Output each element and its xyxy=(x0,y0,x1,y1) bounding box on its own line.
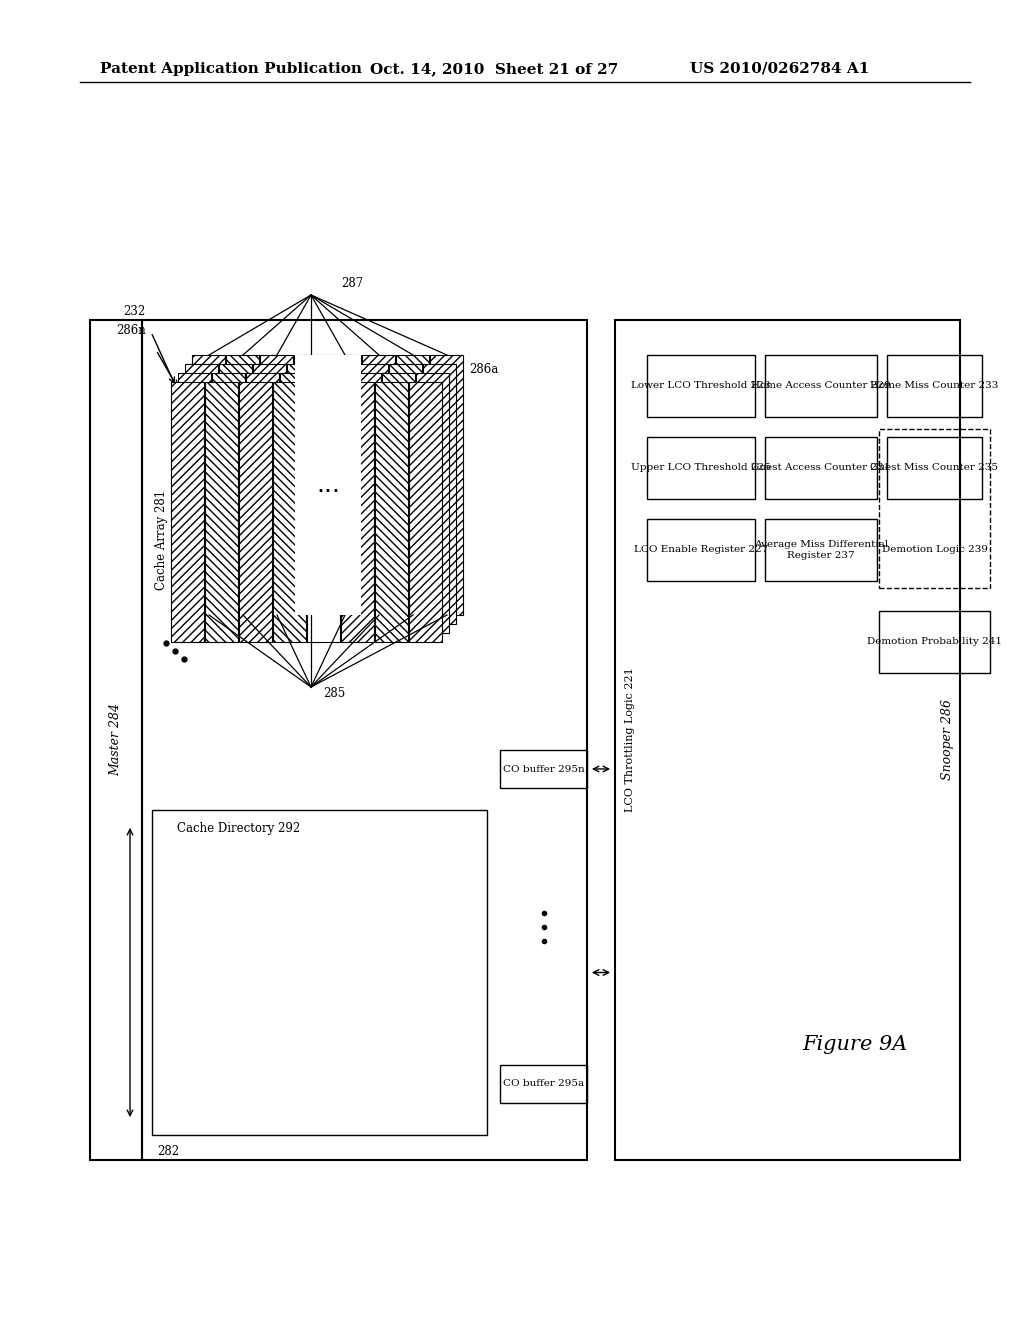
Text: Upper LCO Threshold 225: Upper LCO Threshold 225 xyxy=(631,463,771,473)
Bar xyxy=(879,611,990,673)
Text: Home Miss Counter 233: Home Miss Counter 233 xyxy=(870,381,998,391)
Text: 285: 285 xyxy=(323,686,345,700)
Bar xyxy=(328,355,361,615)
Text: Figure 9A: Figure 9A xyxy=(803,1035,907,1055)
Bar xyxy=(500,750,587,788)
Text: 232: 232 xyxy=(123,305,145,318)
Text: Demotion Logic 239: Demotion Logic 239 xyxy=(882,545,987,554)
Text: Lower LCO Threshold 223: Lower LCO Threshold 223 xyxy=(631,381,771,391)
Bar xyxy=(396,355,429,615)
Bar xyxy=(90,319,142,1160)
Bar xyxy=(226,355,259,615)
Text: LCO Enable Register 227: LCO Enable Register 227 xyxy=(634,545,768,554)
Bar xyxy=(152,810,487,1135)
Bar xyxy=(193,355,225,615)
Bar xyxy=(382,374,415,634)
Bar xyxy=(219,364,252,624)
Bar xyxy=(295,355,361,615)
Text: Oct. 14, 2010  Sheet 21 of 27: Oct. 14, 2010 Sheet 21 of 27 xyxy=(370,62,618,77)
Text: 282: 282 xyxy=(157,1144,179,1158)
Bar xyxy=(341,381,374,642)
Bar xyxy=(307,381,340,642)
Bar xyxy=(205,381,238,642)
Bar xyxy=(647,355,755,417)
Bar xyxy=(879,429,990,587)
Bar xyxy=(409,381,442,642)
Text: 286a: 286a xyxy=(469,363,499,376)
Text: CO buffer 295a: CO buffer 295a xyxy=(503,1080,584,1089)
Bar xyxy=(273,381,306,642)
Bar xyxy=(287,364,319,624)
Text: Patent Application Publication: Patent Application Publication xyxy=(100,62,362,77)
Bar xyxy=(171,381,204,642)
Bar xyxy=(246,374,279,634)
Bar xyxy=(430,355,463,615)
Bar xyxy=(615,319,961,1160)
Text: 286n: 286n xyxy=(116,323,145,337)
Text: Guest Miss Counter 235: Guest Miss Counter 235 xyxy=(870,463,998,473)
Text: ...: ... xyxy=(316,473,340,498)
Bar xyxy=(389,364,422,624)
Bar xyxy=(185,364,218,624)
Bar xyxy=(212,374,245,634)
Bar xyxy=(253,364,286,624)
Bar xyxy=(765,519,877,581)
Text: Cache Directory 292: Cache Directory 292 xyxy=(177,822,300,836)
Text: Demotion Probability 241: Demotion Probability 241 xyxy=(867,638,1002,647)
Text: LCO Throttling Logic 221: LCO Throttling Logic 221 xyxy=(625,668,635,812)
Text: CO buffer 295n: CO buffer 295n xyxy=(503,764,585,774)
Text: Average Miss Differential
Register 237: Average Miss Differential Register 237 xyxy=(754,540,888,560)
Bar xyxy=(239,381,272,642)
Bar xyxy=(423,364,456,624)
Text: Guest Access Counter 231: Guest Access Counter 231 xyxy=(752,463,891,473)
Bar xyxy=(321,364,354,624)
Bar xyxy=(765,355,877,417)
Bar xyxy=(280,374,313,634)
Text: 287: 287 xyxy=(341,277,364,290)
Bar xyxy=(887,437,982,499)
Bar xyxy=(260,355,293,615)
Bar xyxy=(765,437,877,499)
Bar xyxy=(416,374,449,634)
Bar xyxy=(178,374,211,634)
Bar xyxy=(142,319,587,1160)
Text: Master 284: Master 284 xyxy=(110,704,123,776)
Bar xyxy=(294,355,327,615)
Text: Cache Array 281: Cache Array 281 xyxy=(156,490,169,590)
Bar xyxy=(647,437,755,499)
Bar xyxy=(500,1065,587,1104)
Text: Snooper 286: Snooper 286 xyxy=(941,700,954,780)
Bar xyxy=(355,364,388,624)
Bar xyxy=(314,374,347,634)
Bar xyxy=(348,374,381,634)
Bar xyxy=(362,355,395,615)
Text: US 2010/0262784 A1: US 2010/0262784 A1 xyxy=(690,62,869,77)
Bar xyxy=(887,355,982,417)
Bar xyxy=(647,519,755,581)
Bar xyxy=(375,381,408,642)
Text: Home Access Counter 229: Home Access Counter 229 xyxy=(752,381,891,391)
